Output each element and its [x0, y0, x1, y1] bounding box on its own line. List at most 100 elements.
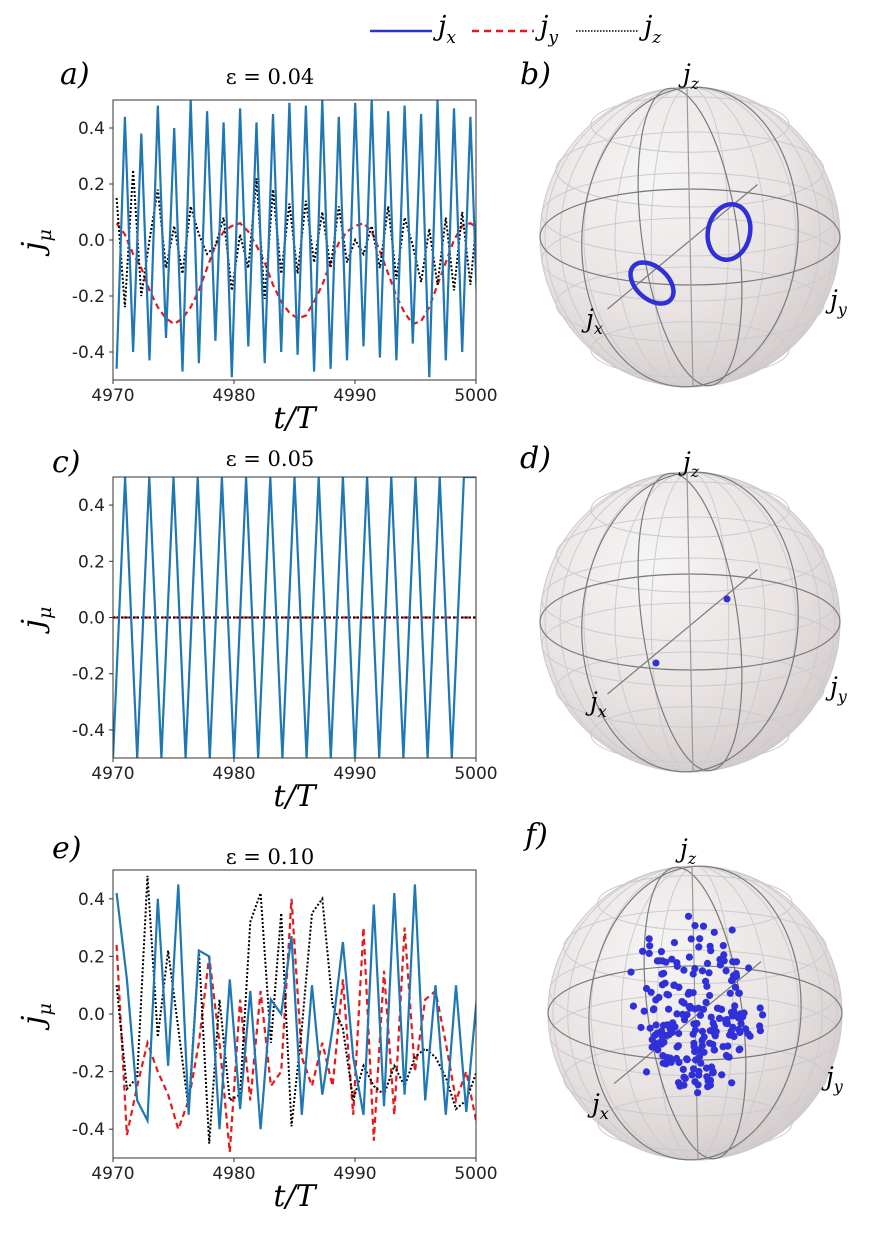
state-point [680, 1016, 689, 1024]
state-point [663, 990, 671, 998]
series-group [115, 100, 476, 378]
state-point [696, 935, 704, 943]
z-axis-line [686, 471, 694, 773]
state-point [683, 1055, 691, 1063]
z-axis-line [686, 86, 694, 388]
state-point [727, 1008, 736, 1016]
legend-jx-sub: x [446, 28, 456, 48]
x-tick-label: 4990 [333, 764, 376, 784]
x-tick-label: 4970 [91, 764, 134, 784]
state-point [658, 970, 666, 978]
y-axis-symbol: j [16, 242, 51, 257]
state-point [668, 1028, 676, 1036]
sphere-label-sub: y [837, 300, 848, 319]
y-tick-label: -0.2 [72, 665, 105, 685]
sphere-great-circles [547, 865, 843, 1161]
panel-label-b: b) [520, 57, 551, 92]
state-point [674, 1042, 683, 1050]
fixed-point [723, 595, 731, 603]
state-point [646, 942, 654, 950]
y-axis-symbol: j [16, 1016, 51, 1031]
state-point [732, 958, 741, 966]
y-axis-subscript: μ [34, 229, 56, 241]
plot-title-a: ε = 0.04 [226, 65, 315, 89]
sphere-label-symbol: j [678, 59, 691, 88]
state-point [722, 967, 730, 975]
y-tick-label: 0.0 [78, 231, 105, 251]
state-point [652, 996, 660, 1004]
state-point [668, 955, 676, 963]
state-point [695, 943, 703, 951]
state-point [735, 1013, 743, 1021]
state-point [690, 1043, 698, 1051]
z-axis-line [691, 865, 699, 1161]
sphere-label-sub: x [598, 702, 607, 721]
state-point [736, 1028, 744, 1037]
y-tick-label: -0.4 [72, 1120, 105, 1140]
state-point [657, 1027, 666, 1035]
parallel [597, 875, 793, 931]
state-point [709, 1067, 717, 1076]
series-line-jy [115, 898, 476, 1153]
parallel [590, 96, 790, 153]
parallel [590, 481, 790, 538]
state-point [695, 1053, 704, 1061]
state-point [640, 1007, 648, 1015]
y-tick-label: 0.0 [78, 609, 105, 629]
state-point [646, 1024, 654, 1032]
fixed-point [652, 659, 660, 667]
state-point [728, 926, 736, 934]
sphere-label-symbol: j [675, 834, 688, 863]
sphere-great-circles [539, 471, 841, 773]
x-tick-label: 4980 [212, 1164, 255, 1184]
state-point [686, 1002, 694, 1011]
y-axis-symbol: j [16, 619, 51, 634]
plot-title-c: ε = 0.05 [226, 447, 315, 471]
meridian-great [581, 471, 799, 773]
sphere-label-z: jz [675, 834, 697, 868]
parallel [590, 706, 790, 763]
state-point [737, 1019, 745, 1028]
state-point [695, 1071, 703, 1079]
svg-text:jx: jx [433, 11, 456, 48]
y-tick-label: 0.4 [78, 496, 105, 516]
meridian-great [637, 87, 743, 387]
state-point [702, 977, 710, 985]
state-point [675, 1058, 683, 1067]
svg-text:jy: jy [535, 11, 558, 48]
state-point [705, 969, 713, 977]
state-point [756, 1004, 764, 1012]
y-tick-label: -0.4 [72, 343, 105, 363]
panel-label-c: c) [52, 445, 81, 480]
panel-label-d: d) [520, 441, 551, 476]
state-point [673, 1010, 681, 1018]
panel-label-e: e) [52, 831, 81, 866]
x-tick-label: 4980 [212, 764, 255, 784]
y-tick-label: 0.0 [78, 1005, 105, 1025]
sphere-label-sub: x [600, 1104, 609, 1123]
state-point [703, 959, 712, 968]
state-point [629, 1002, 638, 1010]
sphere-label-sub: y [833, 1077, 844, 1096]
state-point [728, 976, 736, 984]
state-point [756, 1022, 764, 1030]
x-tick-label: 4980 [212, 386, 255, 406]
time-series-panel-e: e) ε = 0.10 0.4 0.2 0.0 -0.2 -0.4 4970 4980 499… [16, 831, 498, 1214]
state-point [648, 1036, 656, 1044]
plot-title-e: ε = 0.10 [226, 845, 315, 869]
state-point [687, 935, 695, 943]
y-tick-label: 0.4 [78, 890, 105, 910]
state-point [654, 1046, 662, 1054]
x-tick-label: 4990 [333, 386, 376, 406]
x-axis-label: t/T [273, 401, 317, 436]
state-point [698, 967, 707, 975]
state-point [694, 1089, 702, 1097]
state-point [709, 1040, 717, 1049]
state-point [684, 912, 693, 920]
y-tick-label: -0.4 [72, 721, 105, 741]
y-tick-label: -0.2 [72, 1063, 105, 1083]
state-point [699, 1005, 708, 1013]
time-series-panel-a: a) ε = 0.04 0.4 0.2 0.0 -0.2 -0.4 4970 4980 499… [16, 57, 498, 436]
state-point [675, 983, 683, 991]
